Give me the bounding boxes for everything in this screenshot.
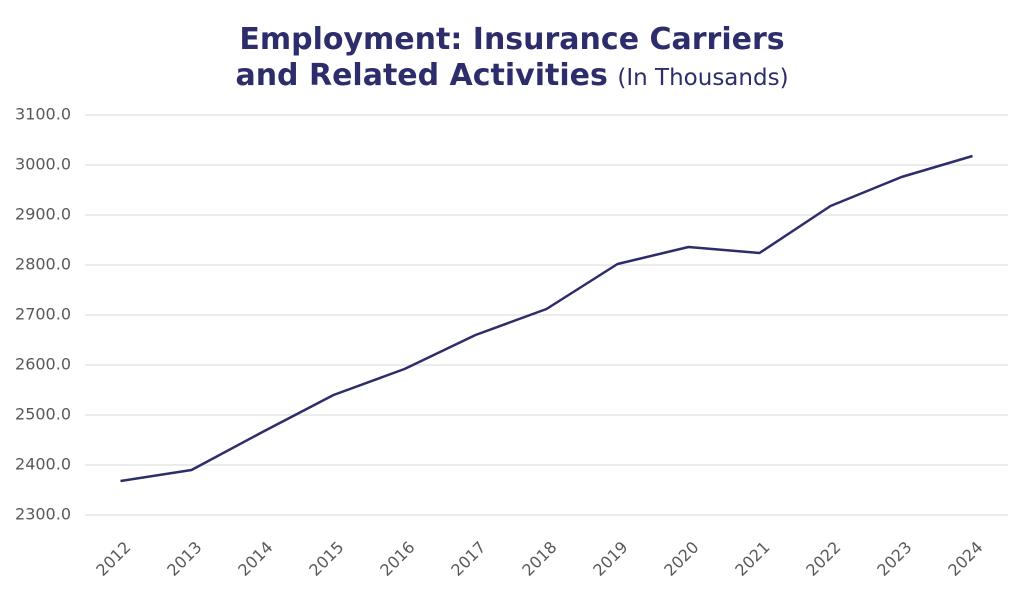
x-tick-label: 2015 xyxy=(305,538,347,580)
y-tick-label: 2500.0 xyxy=(15,405,71,424)
chart-title-block: Employment: Insurance Carriers and Relat… xyxy=(212,22,812,96)
x-tick-label: 2020 xyxy=(660,538,702,580)
y-tick-label: 3000.0 xyxy=(15,155,71,174)
x-tick-label: 2014 xyxy=(234,538,276,580)
x-tick-label: 2024 xyxy=(944,538,986,580)
y-tick-label: 2600.0 xyxy=(15,355,71,374)
x-tick-label: 2023 xyxy=(873,538,915,580)
x-tick-label: 2013 xyxy=(163,538,205,580)
data-line xyxy=(120,154,973,483)
y-tick-label: 3100.0 xyxy=(15,105,71,124)
chart-subtitle: (In Thousands) xyxy=(617,65,789,91)
x-tick-label: 2019 xyxy=(589,538,631,580)
y-tick-label: 2900.0 xyxy=(15,205,71,224)
y-tick-label: 2300.0 xyxy=(15,505,71,524)
y-tick-label: 2700.0 xyxy=(15,305,71,324)
x-tick-label: 2018 xyxy=(518,538,560,580)
y-tick-label: 2800.0 xyxy=(15,255,71,274)
y-tick-label: 2400.0 xyxy=(15,455,71,474)
x-tick-label: 2012 xyxy=(92,538,134,580)
x-tick-label: 2022 xyxy=(802,538,844,580)
x-tick-label: 2016 xyxy=(376,538,418,580)
x-tick-label: 2021 xyxy=(731,538,773,580)
chart-title: Employment: Insurance Carriers and Relat… xyxy=(235,22,785,93)
x-tick-label: 2017 xyxy=(447,538,489,580)
